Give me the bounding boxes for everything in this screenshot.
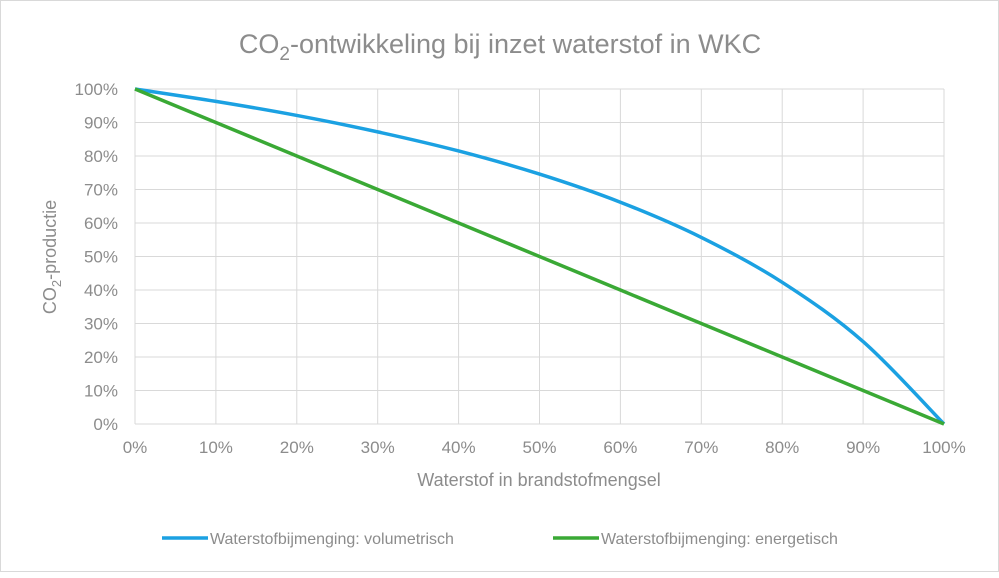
y-tick-label: 10% [84,382,118,401]
x-axis-ticks: 0% 10% 20% 30% 40% 50% 60% 70% 80% 90% 100% [123,438,966,457]
x-tick-label: 10% [199,438,233,457]
x-tick-label: 60% [603,438,637,457]
y-axis-label: CO2-productie [40,200,64,314]
y-tick-label: 0% [93,415,118,434]
x-tick-label: 40% [442,438,476,457]
legend: Waterstofbijmenging: volumetrisch Waterst… [162,531,838,548]
series-line-1 [134,87,946,426]
series-lines [134,87,946,426]
x-tick-label: 80% [765,438,799,457]
y-tick-label: 60% [84,214,118,233]
legend-label: Waterstofbijmenging: volumetrisch [210,531,454,548]
y-axis-ticks: 0% 10% 20% 30% 40% 50% 60% 70% 80% 90% 100% [75,80,118,434]
x-tick-label: 100% [922,438,965,457]
chart-title: CO2-ontwikkeling bij inzet waterstof in … [239,29,761,65]
y-tick-label: 70% [84,181,118,200]
x-tick-label: 70% [684,438,718,457]
y-tick-label: 20% [84,348,118,367]
x-tick-label: 20% [280,438,314,457]
x-tick-label: 30% [361,438,395,457]
series-line-2 [134,87,945,426]
x-tick-label: 90% [846,438,880,457]
x-tick-label: 50% [522,438,556,457]
y-tick-label: 90% [84,114,118,133]
legend-label: Waterstofbijmenging: energetisch [601,531,838,548]
x-tick-label: 0% [123,438,148,457]
y-tick-label: 100% [75,80,118,99]
x-axis-label: Waterstof in brandstofmengsel [417,470,660,490]
y-tick-label: 80% [84,147,118,166]
y-tick-label: 40% [84,281,118,300]
y-tick-label: 50% [84,248,118,267]
y-tick-label: 30% [84,315,118,334]
